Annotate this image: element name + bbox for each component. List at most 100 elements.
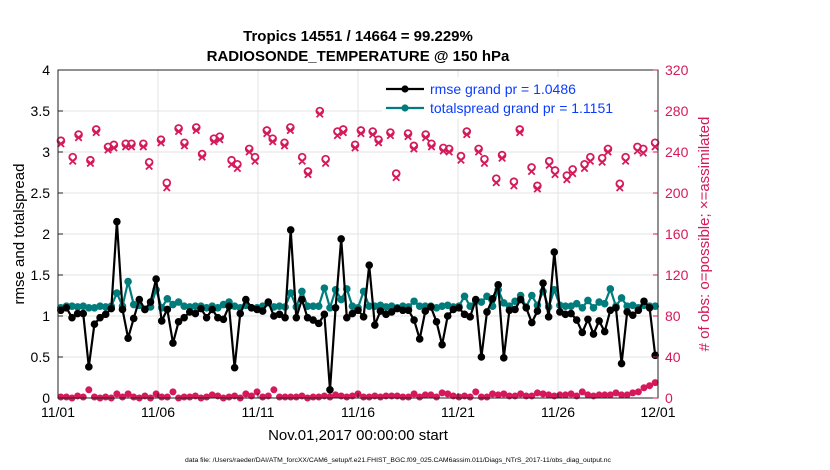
obs-rejected-marker-18 (158, 393, 166, 401)
totalspread-marker-46 (314, 302, 323, 310)
rmse-marker-57 (376, 307, 385, 315)
rmse-marker-65 (421, 307, 430, 315)
obs-rejected-marker-51 (343, 393, 351, 401)
rmse-marker-71 (455, 304, 463, 312)
obs-assimilated-marker-67 (651, 143, 659, 151)
rmse-marker-76 (483, 308, 491, 316)
rmse-marker-49 (331, 304, 340, 312)
rmse-marker-86 (539, 279, 547, 288)
y-left-tick-label-2: 1 (42, 308, 50, 324)
y-right-tick-label-7: 280 (665, 103, 689, 119)
obs-assimilated-marker-0 (57, 139, 65, 148)
obs-assimilated-marker-23 (263, 129, 271, 138)
rmse-marker-64 (415, 335, 424, 343)
obs-assimilated-marker-38 (392, 173, 401, 182)
rmse-marker-51 (342, 313, 351, 322)
rmse-marker-47 (320, 310, 329, 319)
obs-assimilated-marker-54 (533, 185, 542, 193)
obs-rejected-marker-94 (584, 391, 592, 399)
obs-rejected-marker-27 (208, 391, 216, 399)
rmse-marker-18 (157, 317, 166, 325)
axes: 11/01 11/06 11/11 11/16 11/21 11/26 12/0100.51… (31, 62, 689, 420)
obs-rejected-marker-90 (561, 391, 569, 399)
obs-assimilated-marker-44 (445, 148, 453, 156)
totalspread-marker-19 (163, 294, 172, 303)
obs-assimilated-marker-26 (286, 126, 295, 135)
rmse-marker-43 (298, 295, 306, 304)
y-right-tick-label-8: 320 (665, 62, 689, 78)
rmse-marker-102 (628, 311, 637, 319)
y-right-tick-label-0: 0 (665, 390, 673, 406)
obs-assimilated-marker-18 (215, 135, 224, 144)
rmse-marker-7 (96, 313, 104, 322)
obs-rejected-marker-26 (203, 393, 211, 401)
obs-rejected-marker-39 (275, 393, 283, 401)
rmse-marker-50 (337, 235, 345, 243)
x-tick-label-1: 11/06 (141, 404, 175, 420)
obs-rejected-marker-85 (533, 389, 541, 397)
rmse-marker-52 (348, 309, 357, 318)
obs-assimilated-marker-27 (298, 157, 306, 166)
obs-assimilated-marker-52 (515, 128, 524, 137)
rmse-marker-81 (511, 305, 519, 314)
obs-rejected-marker-105 (646, 382, 654, 390)
obs-rejected-marker-84 (528, 392, 536, 400)
x-tick-label-4: 11/21 (441, 404, 475, 420)
y-left-tick-label-1: 0.5 (31, 349, 51, 365)
obs-rejected-marker-92 (573, 392, 581, 400)
rmse-marker-77 (488, 294, 497, 303)
obs-assimilated-marker-49 (492, 178, 501, 187)
obs-rejected-marker-66 (427, 391, 435, 399)
obs-rejected-marker-103 (634, 388, 642, 396)
y-right-tick-label-5: 200 (665, 185, 689, 201)
y-left-tick-label-5: 2.5 (31, 185, 51, 201)
rmse-marker-97 (600, 327, 609, 336)
obs-rejected-marker-64 (416, 393, 424, 401)
rmse-marker-54 (359, 313, 368, 321)
obs-rejected-marker-100 (618, 391, 626, 399)
obs-rejected-marker-40 (281, 393, 289, 401)
rmse-marker-26 (202, 313, 211, 322)
obs-assimilated-marker-30 (321, 159, 330, 168)
obs-rejected-marker-6 (90, 393, 98, 401)
obs-assimilated-marker-24 (268, 137, 277, 146)
rmse-marker-59 (387, 308, 396, 316)
obs-assimilated-marker-3 (86, 159, 95, 168)
obs-rejected-marker-99 (612, 389, 620, 397)
obs-assimilated-marker-6 (110, 144, 118, 152)
obs-assimilated-marker-34 (357, 129, 365, 138)
obs-assimilated-marker-31 (333, 131, 342, 140)
totalspread-marker-72 (460, 292, 469, 301)
rmse-marker-94 (584, 315, 592, 324)
obs-rejected-marker-45 (309, 393, 317, 401)
obs-rejected-marker-23 (186, 393, 194, 401)
rmse-marker-73 (466, 313, 474, 321)
obs-rejected-marker-61 (399, 393, 407, 401)
rmse-marker-66 (427, 303, 435, 311)
obs-rejected-marker-87 (545, 391, 553, 399)
chart-title-line2: RADIOSONDE_TEMPERATURE @ 150 hPa (207, 48, 510, 65)
obs-rejected-marker-35 (253, 388, 261, 396)
rmse-marker-93 (578, 328, 587, 337)
legend-totalspread-label: totalspread grand pr = 1.1151 (430, 100, 613, 116)
obs-rejected-marker-104 (640, 384, 648, 392)
totalspread-marker-84 (528, 291, 536, 300)
totalspread-marker-41 (286, 289, 295, 297)
rmse-marker-4 (79, 309, 88, 318)
rmse-marker-2 (68, 313, 76, 322)
obs-rejected-marker-33 (242, 390, 250, 398)
rmse-marker-99 (612, 304, 620, 312)
totalspread-marker-95 (589, 304, 598, 312)
rmse-marker-75 (477, 353, 486, 361)
obs-rejected-marker-76 (483, 393, 491, 401)
obs-assimilated-marker-60 (586, 157, 595, 166)
rmse-marker-20 (169, 339, 177, 347)
rmse-marker-30 (225, 302, 233, 310)
rmse-marker-25 (197, 304, 205, 313)
rmse-marker-40 (281, 313, 289, 322)
totalspread-marker-100 (617, 294, 626, 302)
obs-assimilated-marker-2 (74, 133, 83, 142)
rmse-marker-33 (242, 295, 250, 304)
obs-rejected-marker-57 (376, 393, 384, 401)
obs-rejected-marker-4 (79, 393, 87, 401)
